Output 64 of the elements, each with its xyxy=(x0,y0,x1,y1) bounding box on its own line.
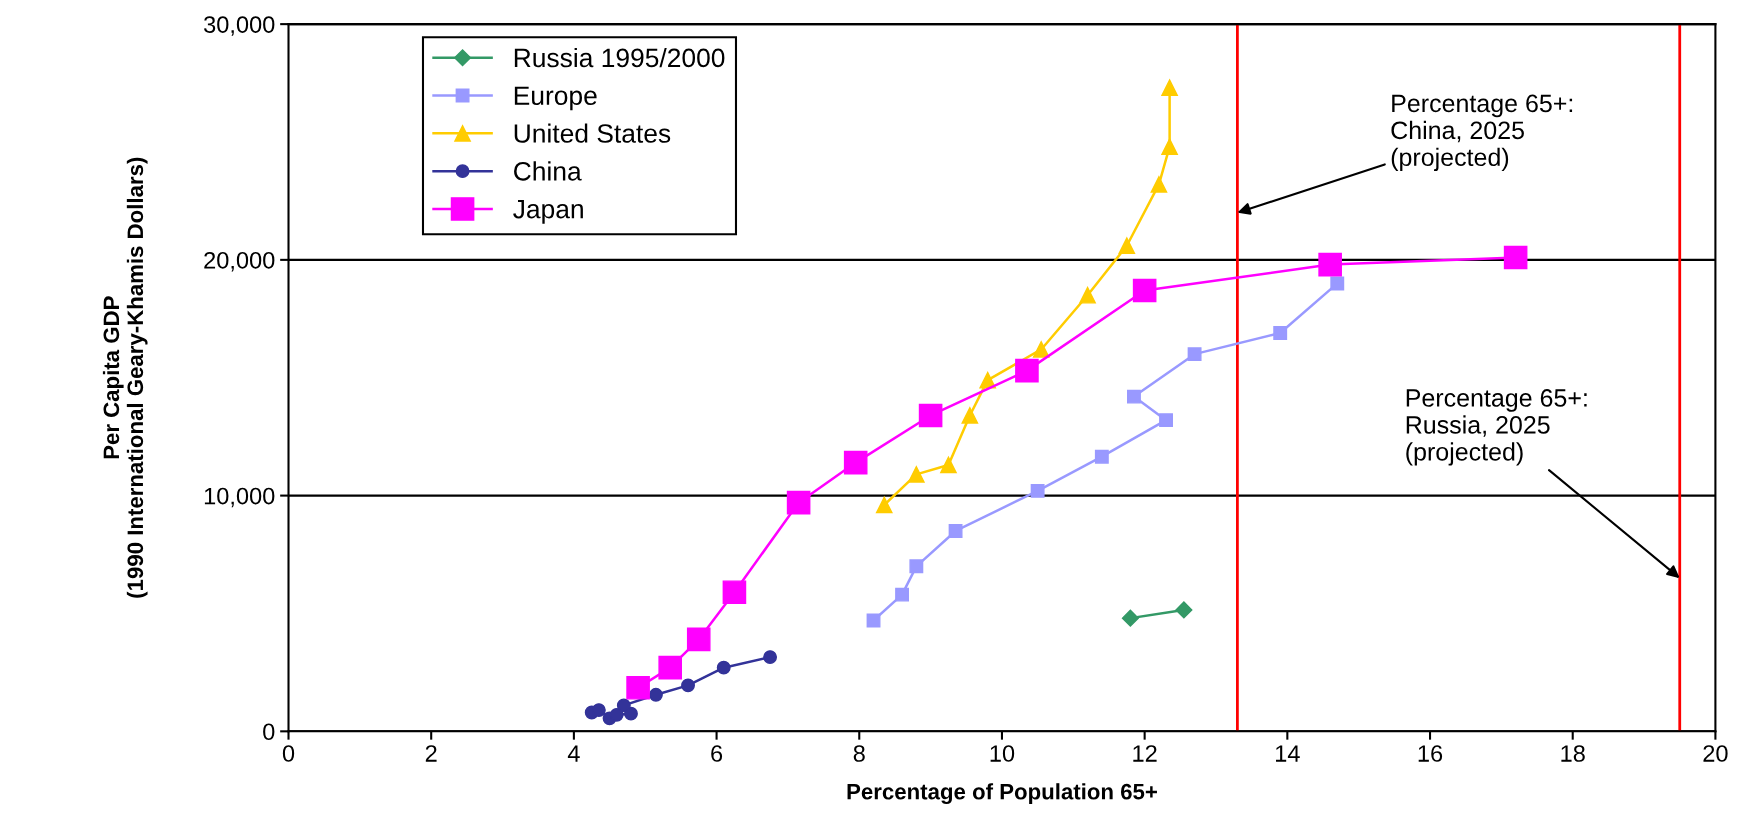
y-axis-title: Per Capita GDP (1990 International Geary-Khamis Dollars) xyxy=(102,157,148,598)
point xyxy=(1094,449,1109,464)
x-tick-label: 20 xyxy=(1703,745,1728,762)
x-axis-title: Percentage of Population 65+ xyxy=(847,783,1157,805)
x-tick-label: 18 xyxy=(1561,745,1585,762)
point xyxy=(681,678,695,693)
point xyxy=(948,524,963,538)
annotation: Percentage 65+: China, 2025 (projected) xyxy=(1391,94,1573,172)
point xyxy=(908,466,925,483)
point xyxy=(1175,601,1193,619)
x-tick-label: 2 xyxy=(425,745,437,762)
point xyxy=(1015,358,1039,383)
point xyxy=(1330,276,1345,291)
point xyxy=(1161,79,1178,97)
y-tick-label: 20,000 xyxy=(204,251,275,272)
x-tick-label: 0 xyxy=(282,745,295,762)
point xyxy=(686,627,711,652)
point xyxy=(1126,389,1141,404)
legend-label: United States xyxy=(514,123,671,143)
point xyxy=(609,707,624,722)
x-tick-label: 10 xyxy=(990,745,1015,762)
y-tick-label: 30,000 xyxy=(204,16,275,36)
point xyxy=(1030,483,1045,498)
point xyxy=(1187,347,1202,362)
point xyxy=(1318,252,1342,277)
x-tick-label: 8 xyxy=(853,745,865,762)
point xyxy=(616,698,631,713)
point xyxy=(763,650,778,665)
x-tick-label: 16 xyxy=(1418,745,1443,762)
point xyxy=(918,403,943,428)
point xyxy=(875,496,893,514)
point xyxy=(1150,176,1168,193)
point xyxy=(591,703,606,718)
legend-label: China xyxy=(514,161,582,181)
point xyxy=(648,687,663,702)
point xyxy=(716,660,731,675)
point xyxy=(1159,413,1173,428)
point xyxy=(1132,278,1157,303)
x-tick-label: 6 xyxy=(711,745,723,762)
point xyxy=(940,456,957,474)
point xyxy=(1161,138,1178,156)
point xyxy=(1032,341,1050,358)
point xyxy=(1121,609,1139,627)
x-tick-label: 14 xyxy=(1276,745,1300,762)
x-tick-label: 4 xyxy=(567,745,580,762)
point xyxy=(1503,245,1528,270)
point xyxy=(961,407,979,424)
annotation: Percentage 65+: Russia, 2025 (projected) xyxy=(1406,389,1587,466)
point xyxy=(722,580,747,605)
y-tick-label: 0 xyxy=(263,723,275,741)
y-tick-label: 10,000 xyxy=(204,487,275,508)
legend-label: Japan xyxy=(513,200,583,224)
point xyxy=(1273,325,1288,340)
point xyxy=(895,587,910,602)
legend-label: Europe xyxy=(514,86,597,111)
point xyxy=(786,490,811,515)
point xyxy=(843,450,868,475)
x-tick-label: 12 xyxy=(1133,745,1157,762)
legend-label: Russia 1995/2000 xyxy=(514,47,725,68)
point xyxy=(1118,237,1136,255)
point xyxy=(626,675,650,700)
point xyxy=(658,655,683,680)
point xyxy=(909,559,924,574)
point xyxy=(1079,286,1096,304)
